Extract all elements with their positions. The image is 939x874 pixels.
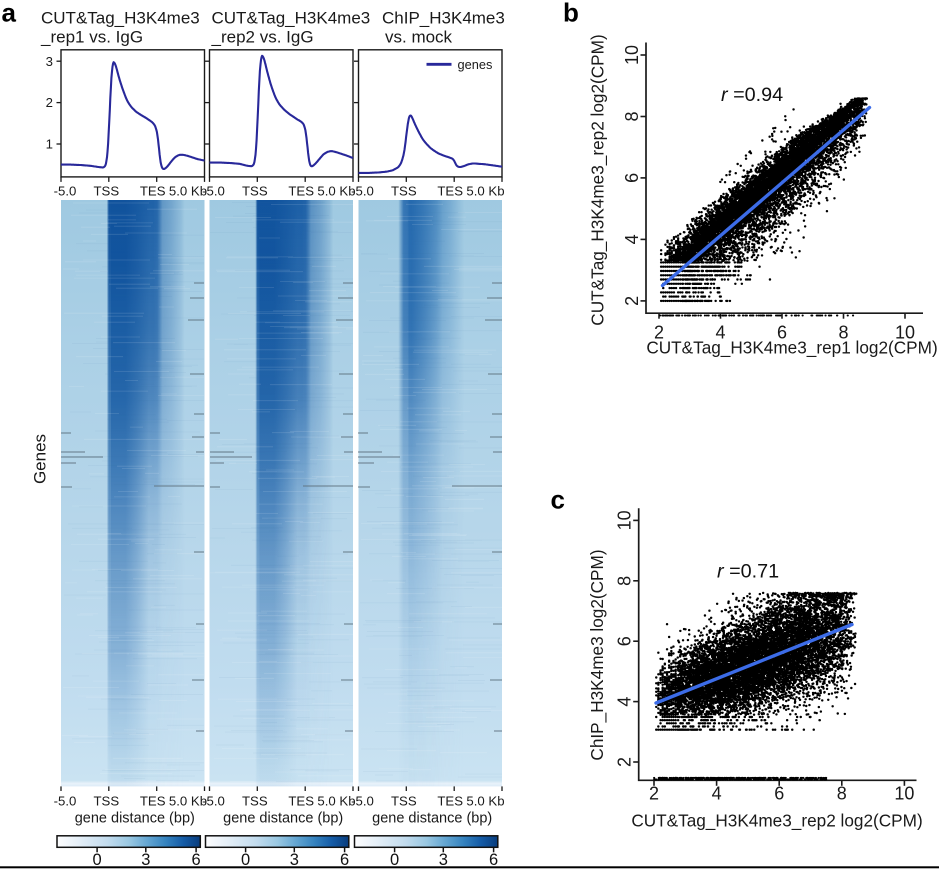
svg-text:6: 6 bbox=[774, 784, 784, 804]
svg-text:genes: genes bbox=[458, 57, 493, 72]
svg-text:r =0.71: r =0.71 bbox=[717, 561, 779, 583]
svg-text:TES: TES bbox=[140, 794, 166, 809]
svg-text:2: 2 bbox=[654, 323, 664, 343]
svg-text:8: 8 bbox=[615, 576, 635, 586]
svg-text:TES: TES bbox=[140, 184, 166, 199]
svg-text:_rep1 vs. IgG: _rep1 vs. IgG bbox=[40, 28, 143, 47]
svg-text:c: c bbox=[551, 485, 565, 515]
svg-text:3: 3 bbox=[46, 54, 53, 69]
svg-text:8: 8 bbox=[622, 111, 642, 121]
svg-text:5.0 Kb: 5.0 Kb bbox=[169, 794, 207, 809]
svg-text:gene distance (bp): gene distance (bp) bbox=[75, 811, 195, 827]
svg-text:gene distance (bp): gene distance (bp) bbox=[372, 811, 492, 827]
svg-text:6: 6 bbox=[340, 851, 349, 869]
svg-text:TSS: TSS bbox=[391, 794, 417, 809]
svg-text:TES: TES bbox=[437, 184, 463, 199]
svg-text:TES: TES bbox=[288, 184, 314, 199]
svg-text:b: b bbox=[563, 0, 579, 28]
svg-text:6: 6 bbox=[615, 636, 635, 646]
svg-text:TSS: TSS bbox=[242, 794, 268, 809]
svg-text:Genes: Genes bbox=[30, 434, 49, 484]
svg-text:gene distance (bp): gene distance (bp) bbox=[223, 811, 343, 827]
svg-text:vs. mock: vs. mock bbox=[385, 28, 453, 47]
svg-text:10: 10 bbox=[622, 45, 642, 65]
svg-text:10: 10 bbox=[895, 323, 915, 343]
svg-text:TSS: TSS bbox=[93, 794, 119, 809]
svg-text:a: a bbox=[2, 0, 17, 28]
svg-text:2: 2 bbox=[649, 784, 659, 804]
svg-text:_rep2 vs. IgG: _rep2 vs. IgG bbox=[211, 28, 314, 47]
svg-text:2: 2 bbox=[615, 757, 635, 767]
svg-text:8: 8 bbox=[838, 323, 848, 343]
svg-text:-5.0: -5.0 bbox=[351, 794, 374, 809]
svg-text:CUT&Tag_H3K4me3: CUT&Tag_H3K4me3 bbox=[41, 9, 200, 28]
svg-text:6: 6 bbox=[489, 851, 498, 869]
svg-text:r =0.94: r =0.94 bbox=[721, 84, 783, 106]
svg-text:8: 8 bbox=[837, 784, 847, 804]
svg-text:5.0 Kb: 5.0 Kb bbox=[466, 184, 504, 199]
svg-text:6: 6 bbox=[777, 323, 787, 343]
svg-text:4: 4 bbox=[715, 323, 725, 343]
svg-text:CUT&Tag_H3K4me3: CUT&Tag_H3K4me3 bbox=[212, 9, 371, 28]
svg-text:5.0 Kb: 5.0 Kb bbox=[169, 184, 207, 199]
svg-text:1: 1 bbox=[46, 137, 53, 152]
svg-text:0: 0 bbox=[241, 851, 250, 869]
svg-text:2: 2 bbox=[622, 296, 642, 306]
svg-text:3: 3 bbox=[290, 851, 299, 869]
svg-text:10: 10 bbox=[615, 510, 635, 530]
svg-text:3: 3 bbox=[141, 851, 150, 869]
svg-text:-5.0: -5.0 bbox=[202, 794, 225, 809]
svg-text:-5.0: -5.0 bbox=[54, 184, 77, 199]
svg-text:5.0 Kb: 5.0 Kb bbox=[317, 794, 355, 809]
svg-text:6: 6 bbox=[192, 851, 201, 869]
svg-text:4: 4 bbox=[615, 697, 635, 707]
svg-text:TSS: TSS bbox=[242, 184, 268, 199]
svg-text:-5.0: -5.0 bbox=[54, 794, 77, 809]
svg-text:4: 4 bbox=[622, 234, 642, 244]
svg-text:2: 2 bbox=[46, 95, 53, 110]
svg-text:0: 0 bbox=[390, 851, 399, 869]
svg-text:TES: TES bbox=[288, 794, 314, 809]
svg-text:5.0 Kb: 5.0 Kb bbox=[317, 184, 355, 199]
svg-text:-5.0: -5.0 bbox=[351, 184, 374, 199]
svg-text:TSS: TSS bbox=[93, 184, 119, 199]
svg-text:CUT&Tag_H3K4me3_rep2 log2(CPM): CUT&Tag_H3K4me3_rep2 log2(CPM) bbox=[588, 34, 608, 325]
svg-text:0: 0 bbox=[93, 851, 102, 869]
svg-text:4: 4 bbox=[712, 784, 722, 804]
svg-text:5.0 Kb: 5.0 Kb bbox=[466, 794, 504, 809]
svg-text:CUT&Tag_H3K4me3_rep2 log2(CPM): CUT&Tag_H3K4me3_rep2 log2(CPM) bbox=[631, 811, 922, 831]
svg-text:-5.0: -5.0 bbox=[202, 184, 225, 199]
svg-text:3: 3 bbox=[439, 851, 448, 869]
svg-text:TES: TES bbox=[437, 794, 463, 809]
svg-text:ChIP_H3K4me3 log2(CPM): ChIP_H3K4me3 log2(CPM) bbox=[587, 549, 607, 760]
svg-text:10: 10 bbox=[894, 784, 914, 804]
svg-text:CUT&Tag_H3K4me3_rep1 log2(CPM): CUT&Tag_H3K4me3_rep1 log2(CPM) bbox=[646, 338, 937, 358]
svg-text:TSS: TSS bbox=[391, 184, 417, 199]
svg-text:6: 6 bbox=[622, 173, 642, 183]
svg-text:ChIP_H3K4me3: ChIP_H3K4me3 bbox=[382, 9, 505, 28]
